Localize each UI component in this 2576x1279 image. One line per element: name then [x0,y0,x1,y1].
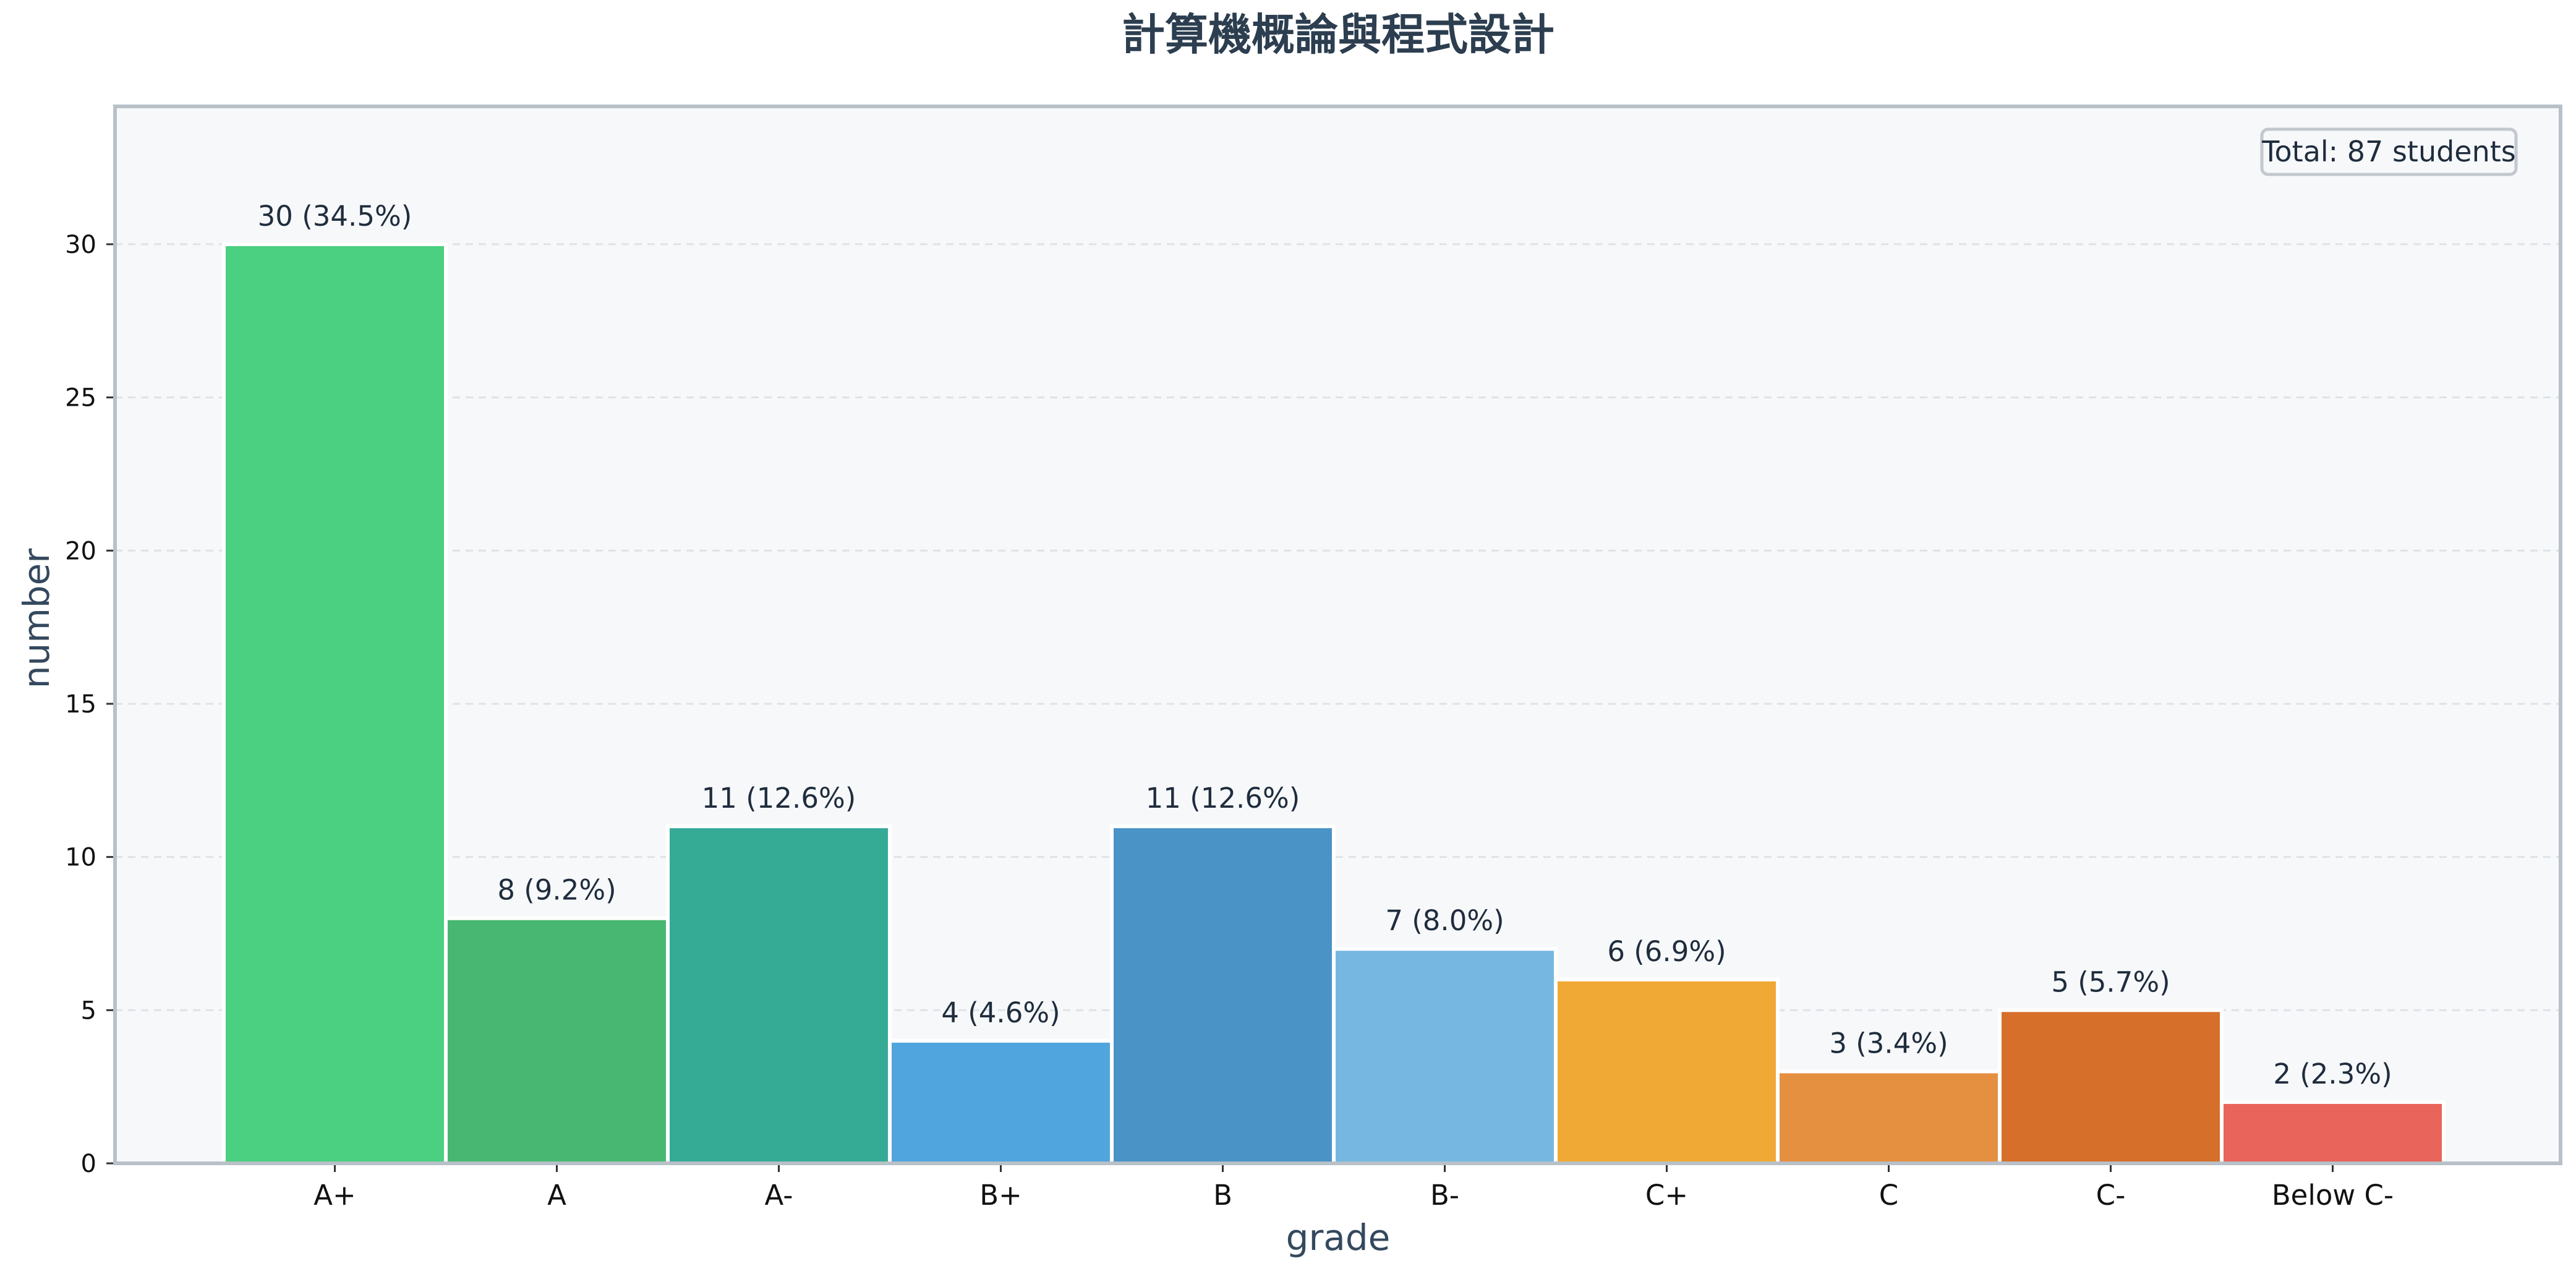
x-tick-label-b: B [1213,1179,1232,1212]
value-label-b: 11 (12.6%) [1146,782,1300,815]
x-tick-label-a-minus: A- [764,1179,793,1212]
value-label-a-minus: 11 (12.6%) [702,782,856,815]
bar-a-plus [222,242,448,1165]
value-label-c-plus: 6 (6.9%) [1607,935,1726,968]
bar-below-c-minus [2220,1100,2446,1165]
value-label-b-minus: 7 (8.0%) [1385,904,1504,937]
x-tick-label-b-minus: B- [1430,1179,1459,1212]
value-label-a-plus: 30 (34.5%) [258,200,412,233]
x-tick-label-a: A [547,1179,566,1212]
bar-b-plus [888,1038,1114,1166]
bar-b-minus [1332,947,1558,1165]
y-tick-label-0: 0 [81,1150,96,1178]
y-tick-label-5: 5 [81,996,96,1025]
bar-a [444,916,670,1166]
x-tick-label-c-plus: C+ [1645,1179,1688,1212]
y-tick-label-15: 15 [65,690,96,719]
y-tick-label-20: 20 [65,537,96,565]
x-tick-label-c: C [1879,1179,1898,1212]
total-annotation: Total: 87 students [2261,135,2516,168]
bar-c-plus [1554,977,1780,1165]
value-label-below-c-minus: 2 (2.3%) [2273,1058,2392,1090]
bar-b [1110,824,1336,1165]
y-tick-label-25: 25 [65,384,96,413]
x-tick-label-c-minus: C- [2096,1179,2126,1212]
y-tick-label-30: 30 [65,231,96,259]
x-axis-label: grade [1286,1217,1391,1259]
y-tick-label-10: 10 [65,844,96,872]
y-axis-label: number [15,549,58,689]
plot-frame [113,105,2562,1165]
bar-c-minus [1998,1008,2224,1165]
total-annotation-box [2260,127,2518,176]
bar-a-minus [666,824,892,1165]
x-tick-label-below-c-minus: Below C- [2272,1179,2394,1212]
value-label-c: 3 (3.4%) [1829,1027,1948,1059]
plot-area: 0 5 10 15 20 25 30 30 (34.5%) A+ 8 (9.2%) A 11 (12.… [65,105,2562,1212]
value-label-a: 8 (9.2%) [497,874,616,907]
value-label-c-minus: 5 (5.7%) [2051,965,2170,998]
x-tick-label-b-plus: B+ [979,1179,1022,1212]
x-tick-label-a-plus: A+ [313,1179,356,1212]
chart-title: 計算機概論與程式設計 [1122,9,1555,60]
bar-c [1776,1069,2002,1166]
value-label-b-plus: 4 (4.6%) [941,996,1060,1029]
